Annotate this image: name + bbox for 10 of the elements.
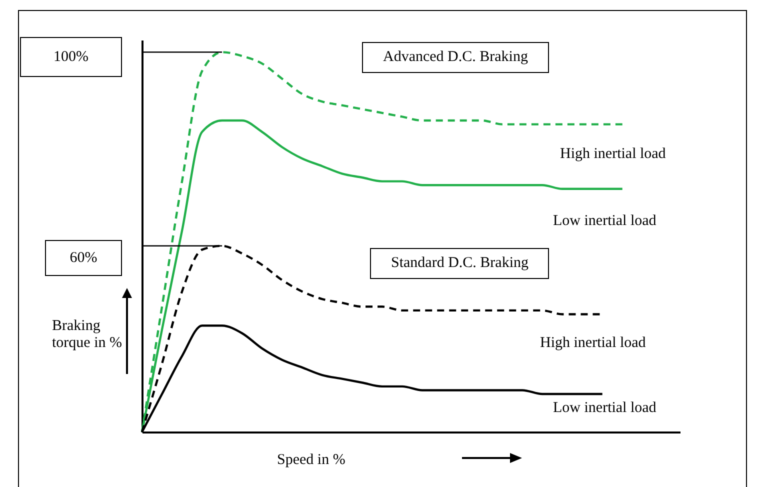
annotation: Low inertial load <box>553 400 656 417</box>
annotation: High inertial load <box>540 335 646 352</box>
y-axis-title: Braking torque in % <box>52 318 123 352</box>
annotation: Standard D.C. Braking <box>370 248 550 279</box>
x-axis-title: Speed in % <box>277 452 346 469</box>
text: 100% <box>20 37 122 77</box>
annotation: Advanced D.C. Braking <box>362 42 549 73</box>
annotation: Low inertial load <box>553 213 656 230</box>
annotation: High inertial load <box>560 146 666 163</box>
text: 60% <box>45 240 122 276</box>
